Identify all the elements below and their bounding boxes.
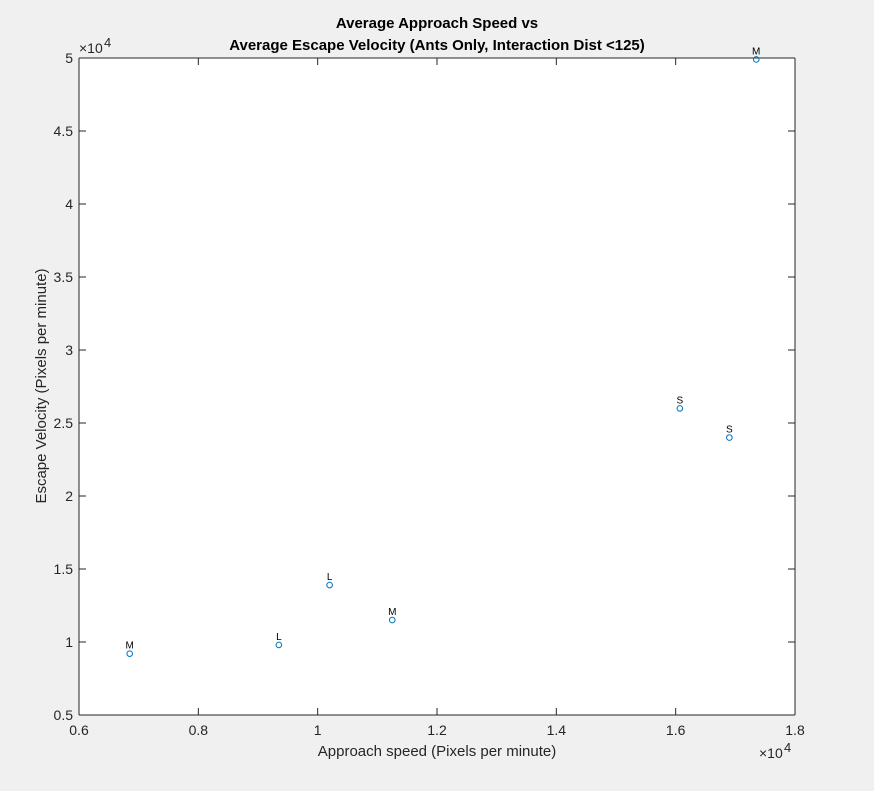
data-point xyxy=(275,641,283,649)
chart-subtitle: Average Escape Velocity (Ants Only, Inte… xyxy=(229,37,645,54)
point-label: S xyxy=(677,395,684,406)
chart-title: Average Approach Speed vs xyxy=(336,15,538,32)
point-label: M xyxy=(388,607,396,618)
data-point xyxy=(126,650,134,657)
y-tick-label: 2 xyxy=(65,488,73,504)
y-tick-label: 4 xyxy=(65,196,73,212)
x-tick-label: 1.8 xyxy=(785,722,805,738)
x-tick-label: 0.8 xyxy=(189,722,209,738)
y-tick-label: 1 xyxy=(65,634,73,650)
x-scale-exponent: 4 xyxy=(784,740,791,755)
y-scale-base: ×10 xyxy=(79,40,103,56)
data-point xyxy=(388,616,396,624)
y-ticks: 0.5 1 1.5 2 2.5 3 3.5 4 4.5 5 xyxy=(54,50,795,723)
x-tick-label: 1 xyxy=(314,722,322,738)
x-tick-label: 0.6 xyxy=(69,722,89,738)
x-scale-factor: ×10 4 xyxy=(759,740,791,761)
y-axis-label: Escape Velocity (Pixels per minute) xyxy=(33,268,50,503)
x-axis-label: Approach speed (Pixels per minute) xyxy=(318,743,556,760)
data-point xyxy=(726,434,733,441)
data-point xyxy=(676,405,684,412)
data-point xyxy=(326,581,333,589)
plot-area xyxy=(79,58,795,715)
x-ticks: 0.6 0.8 1 1.2 1.4 1.6 1.8 xyxy=(69,58,805,738)
x-tick-label: 1.6 xyxy=(666,722,686,738)
y-tick-label: 3 xyxy=(65,342,73,358)
y-tick-label: 4.5 xyxy=(54,123,74,139)
x-scale-base: ×10 xyxy=(759,745,783,761)
x-tick-label: 1.4 xyxy=(547,722,567,738)
y-scale-exponent: 4 xyxy=(104,35,111,50)
data-points: M L L M S S M xyxy=(126,46,760,657)
point-label: S xyxy=(726,425,733,436)
y-tick-label: 1.5 xyxy=(54,561,74,577)
y-tick-label: 2.5 xyxy=(54,415,74,431)
point-label: M xyxy=(126,641,134,652)
y-tick-label: 5 xyxy=(65,50,73,66)
y-tick-label: 3.5 xyxy=(54,269,74,285)
data-point xyxy=(752,56,760,63)
x-tick-label: 1.2 xyxy=(427,722,447,738)
point-label: M xyxy=(752,46,760,57)
y-scale-factor: ×10 4 xyxy=(79,35,111,56)
y-tick-label: 0.5 xyxy=(54,707,74,723)
point-label: L xyxy=(327,572,333,583)
point-label: L xyxy=(276,632,282,643)
